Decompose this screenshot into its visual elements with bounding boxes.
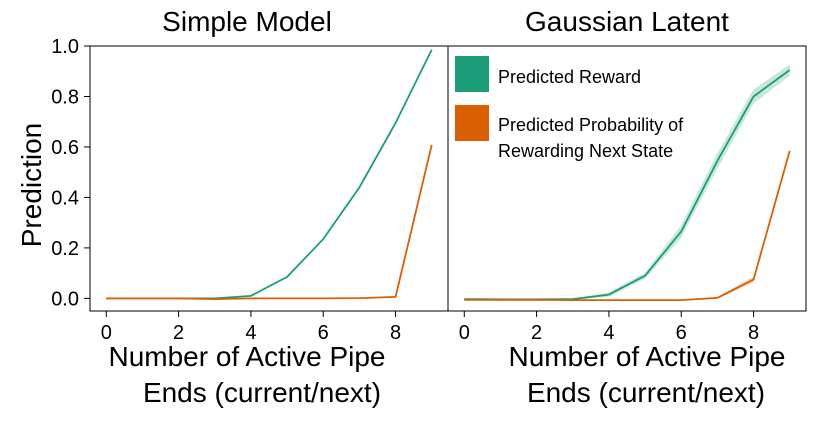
y-tick-label: 0.8	[51, 86, 79, 108]
x-tick-label: 2	[173, 322, 184, 344]
y-tick-label: 0.2	[51, 238, 79, 260]
y-tick-label: 0.0	[51, 288, 79, 310]
left-x-label-line2: Ends (current/next)	[143, 377, 381, 408]
series-line-1	[106, 144, 433, 301]
y-tick-label: 0.4	[51, 187, 79, 209]
legend-swatch-probability	[455, 105, 489, 141]
right-panel: Gaussian Latent Number of Active Pipe En…	[447, 6, 807, 408]
confidence-band	[464, 64, 790, 301]
legend-label-probability-line2: Rewarding Next State	[498, 141, 673, 161]
left-title: Simple Model	[162, 6, 332, 37]
y-tick-label: 0.6	[51, 137, 79, 159]
legend-label-probability-line1: Predicted Probability of	[498, 115, 684, 135]
y-tick-label: 1.0	[51, 36, 79, 58]
legend-swatch-reward	[455, 56, 489, 92]
series-line-0	[464, 69, 791, 301]
confidence-band	[464, 149, 790, 301]
right-title: Gaussian Latent	[525, 6, 729, 37]
series-line-0	[106, 49, 433, 300]
x-tick-label: 0	[101, 322, 112, 344]
right-plot-frame	[447, 45, 807, 312]
series-line-1	[464, 150, 791, 302]
left-plot-frame	[89, 45, 449, 312]
x-tick-label: 4	[603, 322, 614, 344]
right-x-label-line2: Ends (current/next)	[527, 377, 765, 408]
x-tick-label: 8	[748, 322, 759, 344]
x-tick-label: 6	[318, 322, 329, 344]
legend: Predicted Reward Predicted Probability o…	[455, 56, 684, 161]
x-tick-label: 0	[459, 322, 470, 344]
x-tick-label: 6	[676, 322, 687, 344]
left-panel: Simple Model Prediction Number of Active…	[16, 6, 449, 408]
legend-label-reward: Predicted Reward	[498, 67, 641, 87]
x-tick-label: 4	[245, 322, 256, 344]
x-tick-label: 2	[531, 322, 542, 344]
right-x-label-line1: Number of Active Pipe	[508, 341, 785, 372]
left-x-label-line1: Number of Active Pipe	[108, 341, 385, 372]
y-axis-label: Prediction	[16, 123, 47, 248]
x-tick-label: 8	[390, 322, 401, 344]
